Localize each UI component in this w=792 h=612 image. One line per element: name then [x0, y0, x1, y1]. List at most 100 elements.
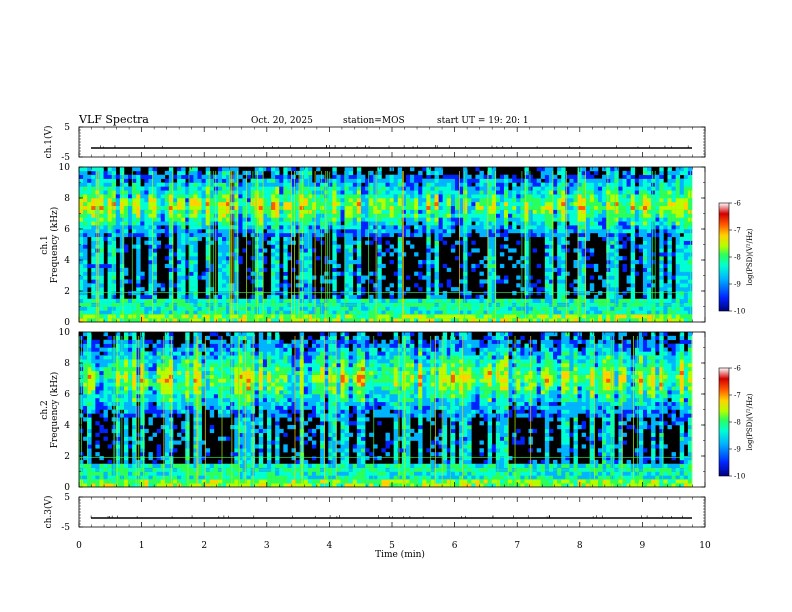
ch1-spec-cell: [508, 213, 513, 218]
ch1-spec-cell: [487, 283, 493, 288]
ch1-spec-cell: [532, 306, 538, 311]
ch1-spec-cell: [544, 252, 550, 257]
ch1-spec-cell: [209, 194, 215, 199]
ch1-spec-cell: [172, 198, 178, 203]
ch1-spec-cell: [242, 182, 247, 187]
ch1-spec-cell: [577, 287, 582, 292]
ch1-spec-cell: [651, 252, 656, 257]
ch1-spec-cell: [299, 182, 305, 187]
ch1-spec-cell: [553, 217, 558, 222]
ch1-spec-cell: [524, 252, 529, 257]
ch1-spec-cell: [454, 201, 460, 207]
ch1-spec-cell: [610, 174, 615, 179]
ch1-spec-cell: [557, 236, 562, 241]
ch1-spec-cell: [307, 178, 313, 183]
ch1-spec-cell: [573, 213, 578, 218]
ch1-spec-cell: [675, 232, 681, 238]
ch1-spec-cell: [336, 298, 341, 303]
ch1-spec-cell: [222, 283, 227, 288]
ch1-spec-cell: [614, 205, 619, 210]
ch1-spec-cell: [434, 244, 439, 249]
ch1-spec-cell: [524, 190, 529, 195]
ch1-spec-cell: [544, 229, 550, 234]
ch1-spec-cell: [630, 318, 636, 323]
ch1-spec-cell: [193, 248, 198, 253]
ch1-spec-cell: [303, 186, 309, 191]
ch1-spec-cell: [369, 240, 374, 245]
ch1-spec-cell: [647, 221, 652, 226]
ch1-spec-cell: [352, 190, 358, 195]
ch1-spec-cell: [148, 275, 153, 280]
ch1-spec-cell: [520, 205, 525, 210]
ch1-spec-cell: [152, 225, 157, 230]
ch1-spec-y-tick-label: 6: [64, 225, 70, 235]
ch1-spec-cell: [365, 310, 370, 315]
ch1-spec-cell: [152, 279, 157, 284]
ch1-spec-cell: [459, 205, 464, 210]
ch1-spec-cell: [593, 178, 599, 183]
ch1-spec-cell: [548, 294, 554, 300]
ch1-spec-cell: [630, 267, 636, 272]
ch1-spec-cell: [667, 225, 672, 230]
ch1-spec-cell: [377, 252, 382, 257]
ch1-spec-cell: [140, 298, 145, 303]
ch1-spec-cell: [283, 287, 288, 292]
ch1-spec-cell: [348, 221, 354, 226]
ch1-spec-cell: [663, 263, 668, 269]
ch1-spec-cell: [495, 232, 501, 238]
ch1-spec-cell: [687, 221, 693, 226]
ch1-spec-cell: [385, 298, 390, 303]
ch1-spec-cell: [659, 263, 664, 269]
ch1-spec-cell: [189, 170, 194, 176]
ch1-spec-cell: [446, 190, 452, 195]
ch1-spec-cell: [209, 186, 215, 191]
ch1-spec-cell: [602, 232, 607, 238]
ch1-spec-cell: [115, 186, 121, 191]
ch1-spec-cell: [512, 198, 517, 203]
ch1-spec-cell: [291, 209, 296, 214]
ch1-spec-cell: [377, 170, 382, 176]
ch1-spec-cell: [630, 287, 636, 292]
ch1-spec-cell: [618, 310, 623, 315]
ch1-spec-cell: [663, 194, 668, 199]
ch1-spec-cell: [667, 201, 672, 207]
ch1-spec-cell: [487, 182, 493, 187]
ch1-spec-cell: [91, 182, 96, 187]
ch1-spec-cell: [532, 283, 538, 288]
ch1-spec-cell: [618, 205, 623, 210]
ch1-spec-cell: [426, 267, 431, 272]
ch1-spec-cell: [360, 318, 366, 323]
ch1-spec-cell: [622, 310, 627, 315]
ch1-spec-cell: [83, 260, 88, 265]
ch1-spec-cell: [348, 170, 354, 176]
ch1-spec-cell: [132, 221, 137, 226]
ch1-spec-cell: [111, 306, 117, 311]
ch1-spec-cell: [283, 314, 288, 319]
ch1-spec-cell: [168, 194, 174, 199]
ch1-spec-cell: [389, 213, 394, 218]
ch1-spec-cell: [307, 205, 313, 210]
ch1-spec-cell: [79, 252, 84, 257]
ch1-spec-cell: [168, 244, 174, 249]
ch1-spec-cell: [222, 201, 227, 207]
ch1-spec-cell: [528, 318, 533, 323]
ch1-spec-cell: [544, 225, 550, 230]
ch1-spec-cell: [377, 182, 382, 187]
ch1-spec-cell: [299, 205, 305, 210]
ch1-spec-cell: [189, 240, 194, 245]
ch1-spec-cell: [659, 178, 664, 183]
ch1-spec-cell: [454, 287, 460, 292]
ch1-spec-cell: [115, 198, 121, 203]
ch1-spec-cell: [381, 198, 386, 203]
ch1-spec-cell: [115, 306, 121, 311]
ch1-spec-cell: [675, 229, 681, 234]
ch1-spec-cell: [553, 306, 558, 311]
ch1-spec-cell: [565, 198, 570, 203]
ch1-spec-cell: [148, 186, 153, 191]
ch1-spec-cell: [303, 170, 309, 176]
ch1-spec-cell: [626, 182, 631, 187]
ch1-spec-cell: [659, 232, 664, 238]
ch1-spec-cell: [565, 248, 570, 253]
ch1-spec-cell: [491, 194, 497, 199]
ch1-spec-cell: [569, 194, 574, 199]
